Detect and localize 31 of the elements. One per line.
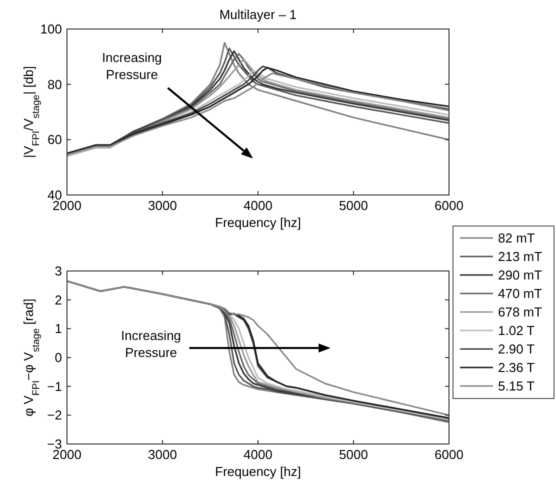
- x-tick-label: 5000: [339, 447, 368, 462]
- x-tick-label: 4000: [244, 447, 272, 462]
- chart-title: Multilayer – 1: [219, 7, 297, 22]
- y-tick-label: 60: [48, 132, 62, 148]
- x-tick-label: 3000: [148, 447, 177, 462]
- annotation: Increasing Pressure: [121, 328, 182, 360]
- x-tick-label: 6000: [434, 198, 464, 213]
- y-tick-label: 3: [54, 264, 62, 278]
- y-tick-label: 2: [54, 292, 62, 308]
- y-tick-label: 0: [54, 350, 62, 365]
- x-tick-label: 5000: [339, 198, 368, 213]
- legend-label: 213 mT: [498, 249, 542, 264]
- legend-label: 2.36 T: [498, 360, 535, 375]
- legend-label: 5.15 T: [498, 378, 535, 394]
- y-tick-label: 80: [48, 76, 62, 92]
- annotation: Increasing Pressure: [102, 50, 162, 82]
- x-axis-title: Frequency [hz]: [215, 215, 301, 230]
- legend-label: 2.90 T: [498, 342, 535, 356]
- legend-label: 290 mT: [498, 268, 542, 282]
- y-tick-label: 1: [54, 321, 62, 336]
- legend-label: 82 mT: [498, 230, 535, 246]
- x-axis-title: Frequency [hz]: [215, 464, 301, 479]
- y-tick-label: 100: [40, 22, 62, 36]
- legend-label: 1.02 T: [498, 323, 535, 338]
- y-tick-label: −1: [47, 378, 62, 394]
- legend-label: 678 mT: [498, 304, 542, 320]
- x-tick-label: 6000: [434, 447, 464, 462]
- y-tick-label: −2: [47, 408, 62, 423]
- x-tick-label: 3000: [148, 198, 177, 213]
- legend-label: 470 mT: [498, 286, 542, 301]
- x-tick-label: 4000: [244, 198, 272, 213]
